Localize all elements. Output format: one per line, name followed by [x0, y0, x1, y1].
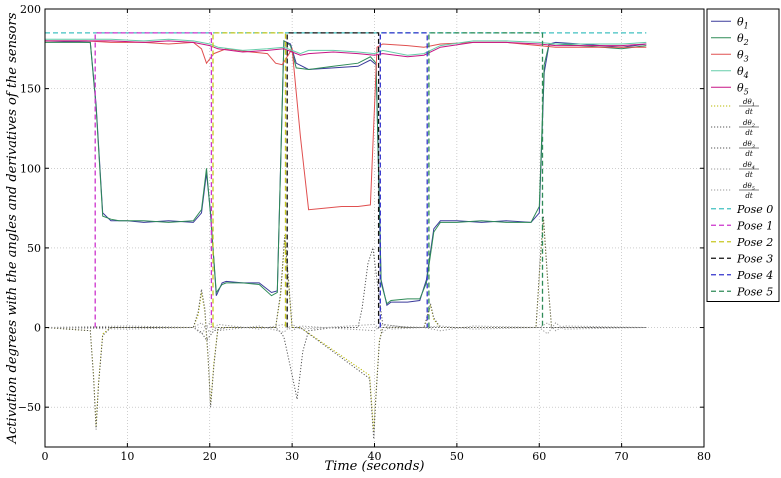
x-tick-label: 40 — [368, 450, 382, 463]
series-line-12 — [212, 32, 287, 328]
legend-frac-numerator: dθ2 — [743, 119, 755, 129]
y-tick-label: 0 — [34, 322, 41, 335]
legend-frac-denominator: dt — [745, 108, 752, 116]
series-line-14 — [379, 32, 428, 328]
legend-symbol: θ — [737, 81, 744, 94]
series-layer — [44, 32, 647, 440]
legend-label: Pose 4 — [736, 269, 773, 282]
legend-frac-sub: 1 — [752, 102, 755, 108]
series-line-13 — [286, 32, 380, 328]
x-tick-label: 30 — [285, 450, 299, 463]
legend-symbol: θ — [737, 32, 744, 45]
y-tick-label: 50 — [27, 242, 41, 255]
legend-frac-sub: 5 — [752, 186, 755, 192]
legend-frac-sub: 2 — [751, 123, 755, 129]
legend-label: Pose 2 — [736, 236, 773, 249]
x-tick-label: 20 — [203, 450, 217, 463]
legend-frac-num: dθ — [743, 161, 752, 169]
x-tick-label: 70 — [615, 450, 629, 463]
x-tick-label: 0 — [42, 450, 49, 463]
legend-label: Pose 5 — [736, 285, 773, 298]
legend-subscript: 3 — [744, 54, 749, 63]
series-line-2 — [45, 40, 647, 211]
legend-frac-numerator: dθ5 — [743, 182, 755, 192]
legend-frac-denominator: dt — [745, 129, 752, 137]
legend-frac-numerator: dθ3 — [743, 140, 755, 150]
legend-frac-num: dθ — [743, 119, 752, 127]
legend-label: Pose 3 — [736, 252, 773, 265]
legend-subscript: 4 — [743, 71, 749, 80]
y-tick-label: 100 — [20, 162, 41, 175]
series-line-7 — [45, 247, 647, 400]
series-line-8 — [44, 322, 647, 335]
legend-frac-denominator: dt — [745, 150, 752, 158]
x-tick-label: 10 — [120, 450, 134, 463]
series-line-1 — [45, 39, 647, 305]
legend-label: θ1 — [737, 15, 749, 30]
legend-label: θ2 — [737, 32, 749, 47]
legend-frac-numerator: dθ4 — [743, 161, 755, 171]
legend-frac-sub: 3 — [752, 144, 755, 150]
legend-label: θ4 — [737, 65, 749, 80]
legend-symbol: θ — [737, 15, 744, 28]
legend-label: Pose 0 — [736, 203, 773, 216]
legend-frac-denominator: dt — [745, 192, 752, 200]
x-tick-label: 60 — [532, 450, 546, 463]
legend-frac-num: dθ — [743, 182, 752, 190]
legend-frac-sub: 4 — [751, 165, 755, 171]
y-axis-label: Activation degrees with the angles and d… — [5, 12, 20, 444]
legend-symbol: θ — [737, 48, 744, 61]
series-line-15 — [428, 32, 544, 328]
x-tick-label: 50 — [450, 450, 464, 463]
y-tick-label: 200 — [20, 3, 41, 16]
axis-ticks: 0 10 20 30 40 50 60 70 80 −50 0 50 100 150 200 — [18, 3, 711, 463]
legend-subscript: 1 — [744, 21, 749, 30]
legend: θ1θ2θ3θ4θ5dθ1dtdθ2dtdθ3dtdθ4dtdθ5dtPose … — [706, 8, 780, 302]
legend-label: Pose 1 — [736, 219, 773, 232]
legend-frac-num: dθ — [743, 98, 752, 106]
y-tick-label: −50 — [18, 401, 41, 414]
grid-lines — [44, 8, 705, 447]
legend-box — [706, 8, 780, 302]
legend-frac-numerator: dθ1 — [743, 98, 755, 108]
x-tick-label: 80 — [697, 450, 711, 463]
legend-frac-denominator: dt — [745, 171, 752, 179]
legend-subscript: 2 — [743, 38, 749, 47]
series-line-5 — [44, 219, 647, 432]
legend-frac-num: dθ — [743, 140, 752, 148]
legend-label: θ3 — [737, 48, 749, 63]
legend-subscript: 5 — [744, 87, 749, 96]
y-tick-label: 150 — [20, 83, 41, 96]
series-line-3 — [45, 38, 647, 56]
series-line-0 — [44, 40, 647, 307]
series-line-9 — [44, 322, 647, 334]
x-axis-label: Time (seconds) — [325, 459, 425, 474]
series-line-6 — [44, 216, 647, 440]
series-line-11 — [94, 32, 213, 328]
legend-symbol: θ — [737, 65, 744, 78]
series-line-4 — [45, 40, 647, 58]
legend-label: θ5 — [737, 81, 749, 96]
